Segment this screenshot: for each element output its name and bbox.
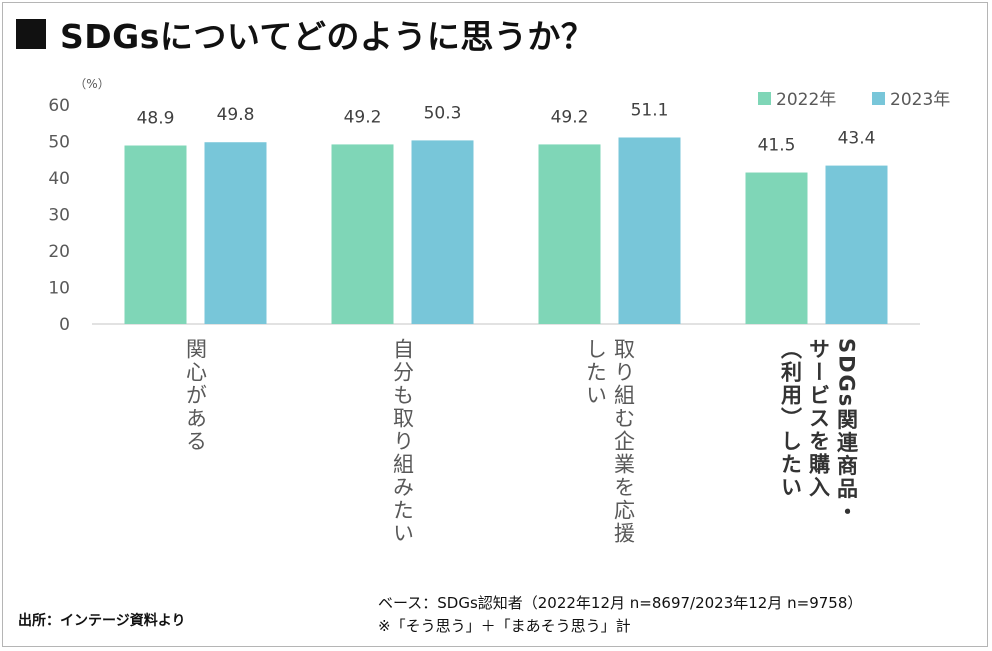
source-note: 出所：インテージ資料より — [18, 613, 186, 629]
y-tick-label: 30 — [48, 206, 70, 226]
data-label: 43.4 — [838, 129, 876, 149]
x-category-label-line: SDGs関連商品・ — [834, 338, 859, 524]
title-block: SDGsについてどのように思うか？ — [16, 8, 594, 60]
bar — [745, 172, 808, 324]
bar — [124, 145, 187, 324]
x-category-label: 自分も取り組みたい — [389, 338, 417, 545]
base-note-sample: ベース：SDGs認知者（2022年12月 n=8697/2023年12月 n=9… — [378, 594, 863, 612]
x-category-label: 関心がある — [182, 338, 210, 453]
x-category-label: 取り組む企業を応援 したい — [582, 338, 638, 545]
data-label: 49.8 — [217, 105, 255, 125]
x-category-label-line: サービスを購入 — [806, 338, 831, 499]
legend-swatch — [872, 92, 885, 105]
bar — [825, 165, 888, 324]
data-label: 50.3 — [424, 103, 462, 123]
x-category-label-line: したい — [583, 338, 608, 407]
data-label: 49.2 — [344, 107, 382, 127]
data-label: 41.5 — [758, 136, 796, 156]
y-tick-label: 10 — [48, 279, 70, 299]
x-category-label-line: 関心がある — [183, 338, 208, 453]
y-tick-label: 0 — [59, 315, 70, 335]
bar — [331, 144, 394, 324]
data-label: 49.2 — [551, 107, 589, 127]
x-category-label-line: （利用）したい — [778, 338, 803, 499]
bar — [204, 142, 267, 324]
legend-label: 2022年 — [776, 90, 836, 110]
legend-swatch — [758, 92, 771, 105]
base-note: ベース：SDGs認知者（2022年12月 n=8697/2023年12月 n=9… — [378, 592, 862, 638]
chart-title: SDGsについてどのように思うか？ — [60, 17, 595, 56]
title-square-icon — [16, 19, 46, 49]
data-label: 48.9 — [137, 109, 175, 129]
legend-label: 2023年 — [890, 90, 950, 110]
y-tick-label: 40 — [48, 169, 70, 189]
bar — [618, 137, 681, 324]
x-category-label: SDGs関連商品・ サービスを購入 （利用）したい — [777, 338, 861, 523]
x-category-label-line: 自分も取り組みたい — [390, 338, 415, 545]
bar — [538, 144, 601, 324]
y-tick-label: 60 — [48, 96, 70, 116]
y-unit-label: （%） — [74, 77, 109, 91]
x-category-label-line: 取り組む企業を応援 — [611, 338, 636, 545]
y-tick-label: 50 — [48, 133, 70, 153]
base-note-answer: ※「そう思う」＋「まあそう思う」計 — [378, 617, 631, 635]
y-tick-label: 20 — [48, 242, 70, 262]
bar — [411, 140, 474, 324]
data-label: 51.1 — [631, 100, 669, 120]
